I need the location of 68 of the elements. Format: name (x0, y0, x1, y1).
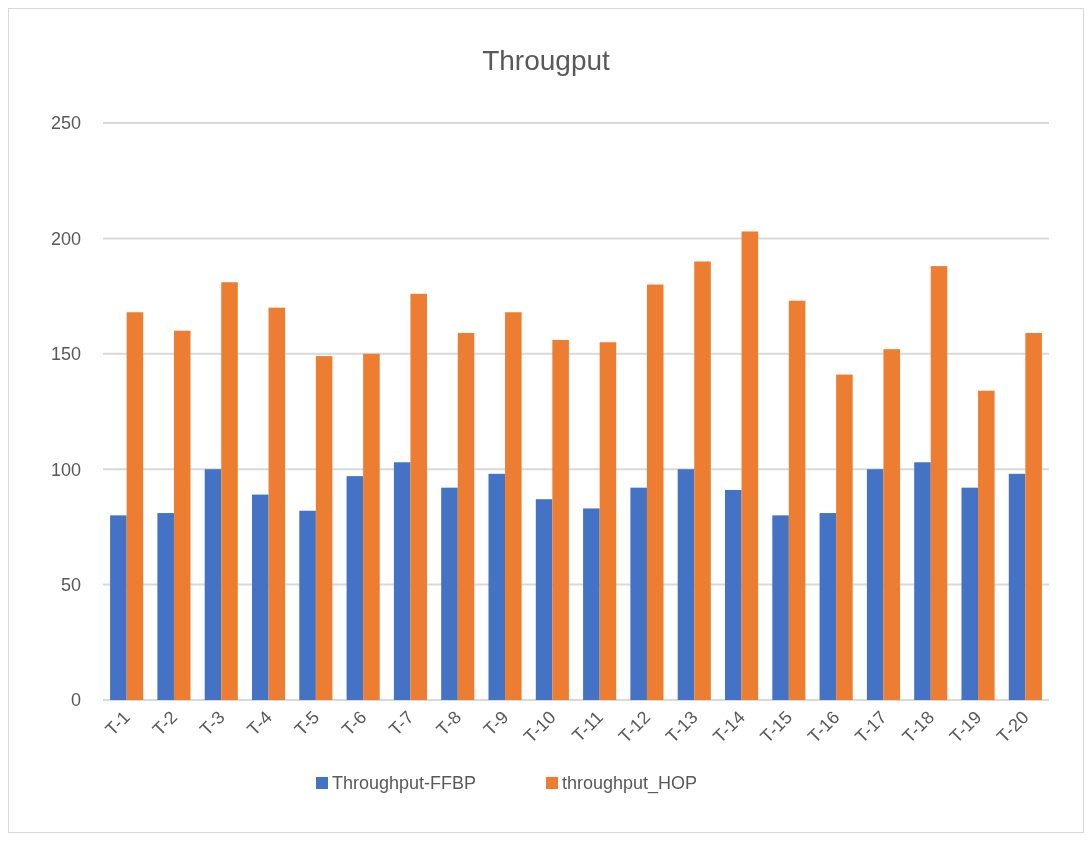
x-tick-label: T-18 (898, 707, 939, 747)
bar (646, 284, 664, 700)
x-tick-label: T-20 (993, 707, 1033, 747)
x-tick-label: T-8 (432, 707, 466, 740)
bar (819, 513, 837, 700)
x-tick-label: T-5 (290, 707, 324, 740)
bar (978, 390, 995, 700)
bar (173, 330, 191, 700)
bar (788, 300, 806, 700)
bar (677, 469, 695, 700)
bar (315, 356, 333, 700)
bar (535, 499, 553, 700)
bar (836, 374, 853, 700)
bar (599, 342, 617, 700)
bar (725, 489, 742, 700)
bar (157, 513, 174, 700)
bar (346, 476, 364, 700)
bar (299, 510, 316, 700)
bar (505, 312, 522, 700)
bar (630, 487, 647, 700)
bar (457, 333, 475, 700)
x-tick-label: T-4 (243, 707, 276, 740)
y-tick-label: 100 (50, 459, 81, 480)
bar (914, 462, 931, 700)
bar (488, 473, 506, 700)
legend-label: throughput_HOP (562, 773, 698, 795)
bar (268, 307, 286, 700)
bar (961, 487, 979, 700)
bar (410, 293, 428, 700)
x-tick-label: T-14 (709, 707, 749, 747)
y-tick-label: 0 (70, 690, 81, 711)
bar (1008, 473, 1026, 700)
chart-title: Througput (482, 45, 611, 76)
bar (204, 469, 222, 700)
bar (772, 515, 789, 700)
x-tick-label: T-6 (337, 707, 371, 740)
x-tick-label: T-9 (479, 707, 513, 740)
bar (866, 469, 884, 700)
bar (552, 339, 569, 700)
x-tick-label: T-12 (614, 707, 655, 747)
bar (741, 231, 759, 700)
bar (393, 462, 411, 700)
bar (110, 515, 127, 700)
bar (126, 312, 144, 700)
x-tick-label: T-10 (520, 707, 560, 747)
bar (252, 494, 269, 700)
bar (583, 508, 600, 700)
legend-label: Throughput-FFBP (332, 773, 477, 794)
x-tick-label: T-3 (196, 707, 229, 740)
bar (441, 487, 458, 700)
y-tick-label: 50 (60, 574, 81, 595)
bar (883, 349, 901, 700)
bar (694, 261, 711, 700)
bar (930, 266, 948, 700)
bar (363, 353, 380, 700)
x-tick-label: T-15 (756, 707, 797, 747)
x-tick-label: T-7 (385, 707, 418, 740)
bar (1025, 333, 1042, 700)
x-tick-label: T-1 (101, 707, 134, 740)
x-tick-label: T-19 (945, 707, 986, 747)
y-tick-label: 150 (50, 344, 81, 365)
y-tick-label: 200 (50, 228, 81, 249)
x-tick-label: T-16 (803, 707, 844, 747)
x-tick-label: T-11 (568, 707, 607, 746)
y-tick-label: 250 (50, 113, 81, 134)
x-tick-label: T-2 (148, 707, 182, 740)
x-tick-label: T-13 (661, 707, 702, 747)
bar (221, 282, 238, 700)
